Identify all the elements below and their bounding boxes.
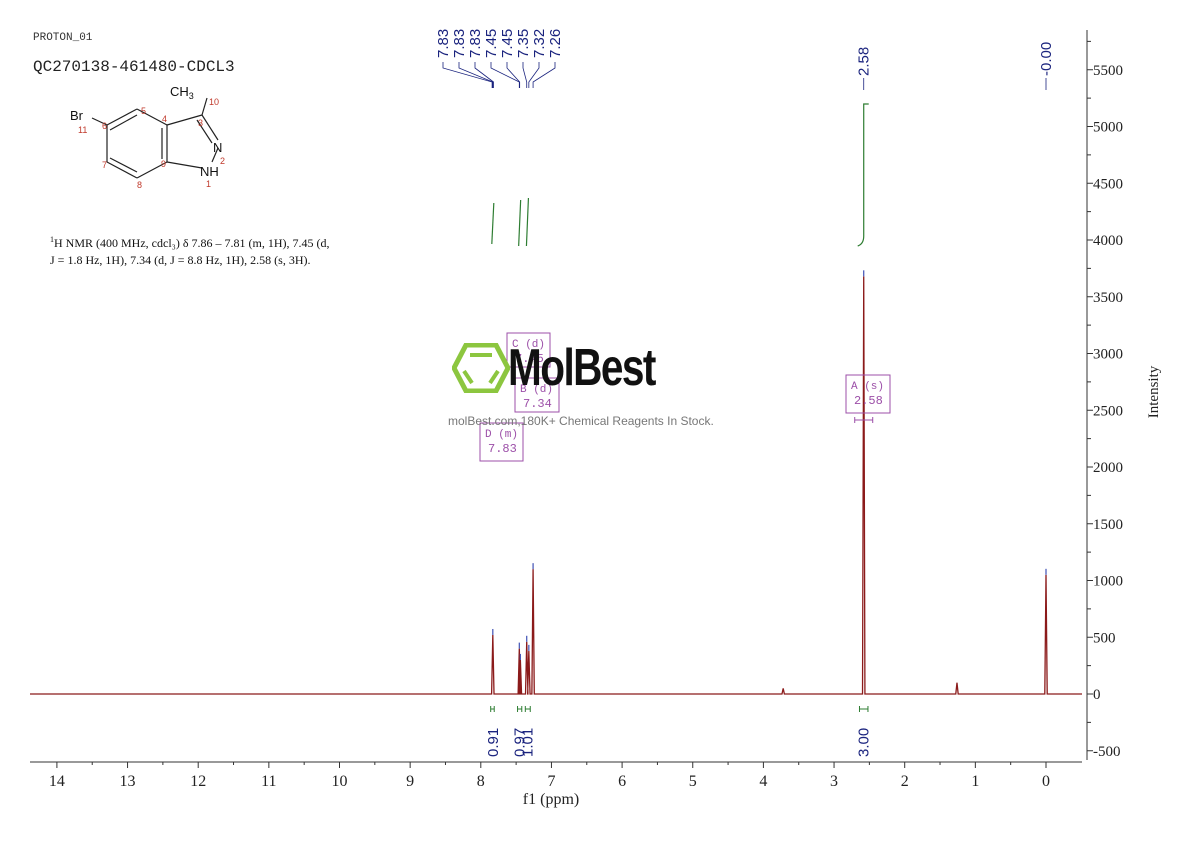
svg-text:7.34: 7.34 <box>523 397 552 411</box>
svg-text:0.97: 0.97 <box>512 728 529 757</box>
experiment-name: PROTON_01 <box>33 32 93 44</box>
svg-text:9: 9 <box>161 159 166 169</box>
svg-text:B (d): B (d) <box>520 384 553 396</box>
svg-text:7.83: 7.83 <box>488 442 517 456</box>
svg-text:0.91: 0.91 <box>485 728 502 757</box>
x-tick-label: 4 <box>759 773 767 790</box>
x-tick-label: 5 <box>689 773 697 790</box>
svg-text:7.45: 7.45 <box>499 29 516 58</box>
bonds <box>91 97 219 179</box>
svg-text:A (s): A (s) <box>851 381 884 393</box>
x-tick-label: 9 <box>406 773 414 790</box>
x-tick-label: 8 <box>477 773 485 790</box>
svg-text:7.26: 7.26 <box>547 29 564 58</box>
molecule-structure: CH3 Br N NH 1 2 3 4 5 6 7 8 9 10 11 <box>70 84 225 190</box>
y-tick-label: 1000 <box>1093 574 1123 590</box>
x-tick-label: 13 <box>120 773 136 790</box>
svg-text:D (m): D (m) <box>485 429 518 441</box>
y-tick-label: 3000 <box>1093 347 1123 363</box>
svg-text:7.32: 7.32 <box>531 29 548 58</box>
integral-curves <box>491 103 869 247</box>
svg-text:6: 6 <box>102 121 107 131</box>
svg-text:7.45: 7.45 <box>483 29 500 58</box>
x-tick-label: 2 <box>901 773 909 790</box>
sample-id: QC270138-461480-CDCL3 <box>33 58 235 76</box>
x-axis-label: f1 (ppm) <box>523 791 579 808</box>
svg-text:7.83: 7.83 <box>467 29 484 58</box>
svg-text:10: 10 <box>209 97 219 107</box>
svg-text:3: 3 <box>198 118 203 128</box>
y-tick-label: 4500 <box>1093 176 1123 192</box>
y-axis-label: Intensity <box>1146 365 1162 418</box>
svg-text:1: 1 <box>206 179 211 189</box>
svg-text:4: 4 <box>162 114 167 124</box>
x-tick-label: 6 <box>618 773 626 790</box>
atom-nh: NH <box>200 164 219 179</box>
y-tick-label: 500 <box>1093 630 1116 646</box>
nmr-description: 1H NMR (400 MHz, cdcl₃) δ 7.86 – 7.81 (m… <box>50 235 330 267</box>
atom-br: Br <box>70 108 84 123</box>
x-tick-label: 3 <box>830 773 838 790</box>
multiplet-labels: A (s)2.58 B (d)7.34 C (d)7.45 D (m)7.83 <box>479 332 891 462</box>
svg-text:2.58: 2.58 <box>854 394 883 408</box>
svg-text:C (d): C (d) <box>512 339 545 351</box>
y-tick-label: 0 <box>1093 687 1101 703</box>
svg-text:8: 8 <box>137 180 142 190</box>
spectrum-trace <box>30 270 1082 695</box>
svg-text:1.01: 1.01 <box>519 728 536 757</box>
y-tick-label: -500 <box>1093 744 1121 760</box>
svg-text:7.35: 7.35 <box>515 29 532 58</box>
integral-values: 0.91 0.971.01 3.00 <box>485 706 873 757</box>
svg-text:7.83: 7.83 <box>435 29 452 58</box>
x-tick-label: 0 <box>1042 773 1050 790</box>
x-tick-label: 10 <box>332 773 348 790</box>
svg-text:-0.00: -0.00 <box>1038 42 1055 76</box>
y-tick-label: 2500 <box>1093 403 1123 419</box>
svg-text:7: 7 <box>102 160 107 170</box>
y-tick-label: 5000 <box>1093 120 1123 136</box>
svg-text:5: 5 <box>141 106 146 116</box>
x-tick-label: 14 <box>49 773 65 790</box>
y-tick-label: 5500 <box>1093 63 1123 79</box>
svg-text:2: 2 <box>220 156 225 166</box>
y-tick-label: 1500 <box>1093 517 1123 533</box>
atom-ch3: CH3 <box>170 84 194 101</box>
x-tick-label: 7 <box>547 773 555 790</box>
peak-labels: 7.83 7.83 7.83 7.45 7.45 7.35 7.32 7.262.58 -0.0… <box>435 29 1055 90</box>
svg-text:3.00: 3.00 <box>856 728 873 757</box>
watermark-tagline: molBest.com,180K+ Chemical Reagents In S… <box>448 414 714 428</box>
x-tick-label: 12 <box>190 773 206 790</box>
y-tick-label: 4000 <box>1093 233 1123 249</box>
y-tick-label: 3500 <box>1093 290 1123 306</box>
watermark-brand: MolBest <box>508 339 656 397</box>
x-tick-label: 11 <box>261 773 276 790</box>
y-tick-label: 2000 <box>1093 460 1123 476</box>
x-tick-label: 1 <box>971 773 979 790</box>
atom-n2: N <box>213 140 222 155</box>
x-axis: 14 13 12 11 10 9 8 7 6 5 4 3 2 1 0f1 (ppm) <box>30 761 1082 808</box>
svg-text:11: 11 <box>78 125 87 135</box>
svg-text:7.45: 7.45 <box>515 352 544 366</box>
y-axis: -500 0 500 1000 1500 2000 2500 3000 3500 4000 4500… <box>1086 30 1162 760</box>
atom-numbering: 1 2 3 4 5 6 7 8 9 10 11 <box>78 97 225 190</box>
svg-text:7.83: 7.83 <box>451 29 468 58</box>
molbest-logo-icon <box>452 343 510 393</box>
svg-text:2.58: 2.58 <box>856 47 873 76</box>
